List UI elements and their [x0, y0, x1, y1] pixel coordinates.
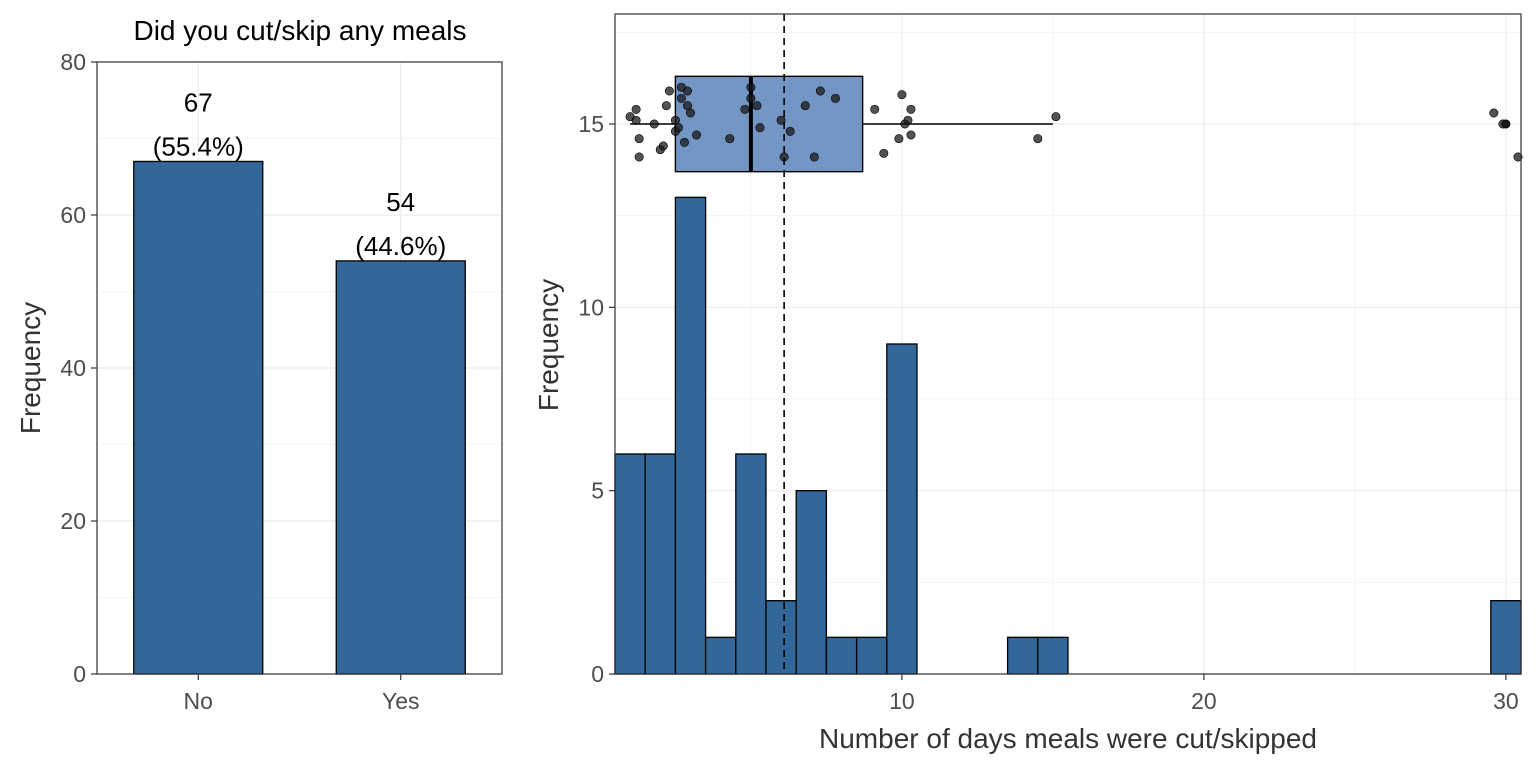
- jitter-point: [870, 104, 880, 114]
- histogram-bar: [704, 636, 737, 675]
- left-x-tick-label: No: [184, 688, 213, 714]
- jitter-point: [800, 101, 810, 111]
- left-bars: [133, 160, 466, 675]
- jitter-point: [906, 130, 916, 140]
- jitter-point: [725, 134, 735, 144]
- jitter-point: [815, 86, 825, 96]
- jitter-point: [1033, 134, 1043, 144]
- histogram-bars: [614, 196, 1522, 675]
- left-y-axis-title: Frequency: [15, 302, 46, 434]
- histogram-bar: [1490, 600, 1522, 675]
- jitter-point: [679, 137, 689, 147]
- left-y-tick-label: 80: [60, 49, 86, 75]
- right-y-axis-title: Frequency: [533, 279, 564, 411]
- bar-percent-label: (55.4%): [153, 131, 244, 161]
- bar-count-label: 54: [386, 187, 415, 217]
- histogram-bar: [886, 343, 918, 675]
- jitter-point: [894, 134, 904, 144]
- jitter-point: [776, 115, 786, 125]
- right-y-tick-label: 10: [578, 294, 604, 320]
- jitter-point: [755, 123, 765, 133]
- right-x-ticks: 10 20 30: [889, 674, 1519, 714]
- boxplot-box: [674, 75, 864, 173]
- right-y-tick-label: 0: [591, 661, 604, 687]
- jitter-point: [661, 101, 671, 111]
- jitter-point: [809, 152, 819, 162]
- right-y-tick-label: 5: [591, 478, 604, 504]
- bar-count-label: 67: [184, 87, 213, 117]
- histogram-bar: [825, 636, 858, 675]
- right-x-tick-label: 30: [1493, 688, 1519, 714]
- left-y-tick-label: 60: [60, 202, 86, 228]
- left-y-tick-label: 0: [73, 661, 86, 687]
- right-plot-frame: [614, 13, 1522, 675]
- left-x-ticks: No Yes: [184, 674, 420, 714]
- left-y-ticks: 0 20 40 60 80: [60, 49, 97, 687]
- jitter-point: [1489, 108, 1499, 118]
- right-y-tick-label: 15: [578, 111, 604, 137]
- histogram-bar: [735, 453, 767, 675]
- jitter-point: [830, 93, 840, 103]
- right-histogram-chart: Frequency Number of days meals were cut/…: [533, 13, 1523, 754]
- jitter-point: [740, 104, 750, 114]
- jitter-points: [625, 82, 1523, 162]
- jitter-point: [631, 115, 641, 125]
- jitter-point: [682, 86, 692, 96]
- left-bar-labels: 67 (55.4%) 54 (44.6%): [153, 87, 447, 260]
- right-y-ticks: 0 5 10 15: [578, 111, 615, 687]
- bar-no: [133, 160, 264, 675]
- left-bar-chart: Did you cut/skip any meals Frequency 67 (…: [15, 15, 503, 714]
- jitter-point: [879, 148, 889, 158]
- left-x-tick-label: Yes: [382, 688, 420, 714]
- jitter-point: [634, 152, 644, 162]
- jitter-point: [649, 119, 659, 129]
- histogram-bar: [795, 490, 828, 675]
- jitter-point: [676, 93, 686, 103]
- histogram-bar: [1006, 636, 1039, 675]
- jitter-point: [903, 115, 913, 125]
- histogram-bar: [674, 196, 707, 675]
- left-chart-title: Did you cut/skip any meals: [133, 15, 466, 46]
- histogram-bar: [855, 636, 888, 675]
- histogram-bar: [1037, 636, 1069, 675]
- jitter-point: [746, 82, 756, 92]
- jitter-point: [634, 134, 644, 144]
- jitter-point: [685, 108, 695, 118]
- jitter-point: [1501, 119, 1511, 129]
- bar-percent-label: (44.6%): [355, 231, 446, 261]
- right-x-tick-label: 10: [889, 688, 915, 714]
- left-y-tick-label: 20: [60, 508, 86, 534]
- jitter-point: [658, 141, 668, 151]
- jitter-point: [906, 104, 916, 114]
- right-x-axis-title: Number of days meals were cut/skipped: [819, 723, 1317, 754]
- jitter-point: [746, 93, 756, 103]
- jitter-point: [692, 130, 702, 140]
- histogram-bar: [614, 453, 646, 675]
- jitter-point: [664, 86, 674, 96]
- jitter-point: [631, 104, 641, 114]
- left-y-tick-label: 40: [60, 355, 86, 381]
- jitter-point: [1513, 152, 1523, 162]
- jitter-point: [752, 101, 762, 111]
- jitter-point: [785, 126, 795, 136]
- histogram-bar: [644, 453, 677, 675]
- jitter-point: [897, 90, 907, 100]
- bar-yes: [335, 260, 466, 675]
- right-x-tick-label: 20: [1191, 688, 1217, 714]
- histogram-bar: [765, 600, 797, 675]
- jitter-point: [673, 123, 683, 133]
- jitter-point: [1051, 112, 1061, 122]
